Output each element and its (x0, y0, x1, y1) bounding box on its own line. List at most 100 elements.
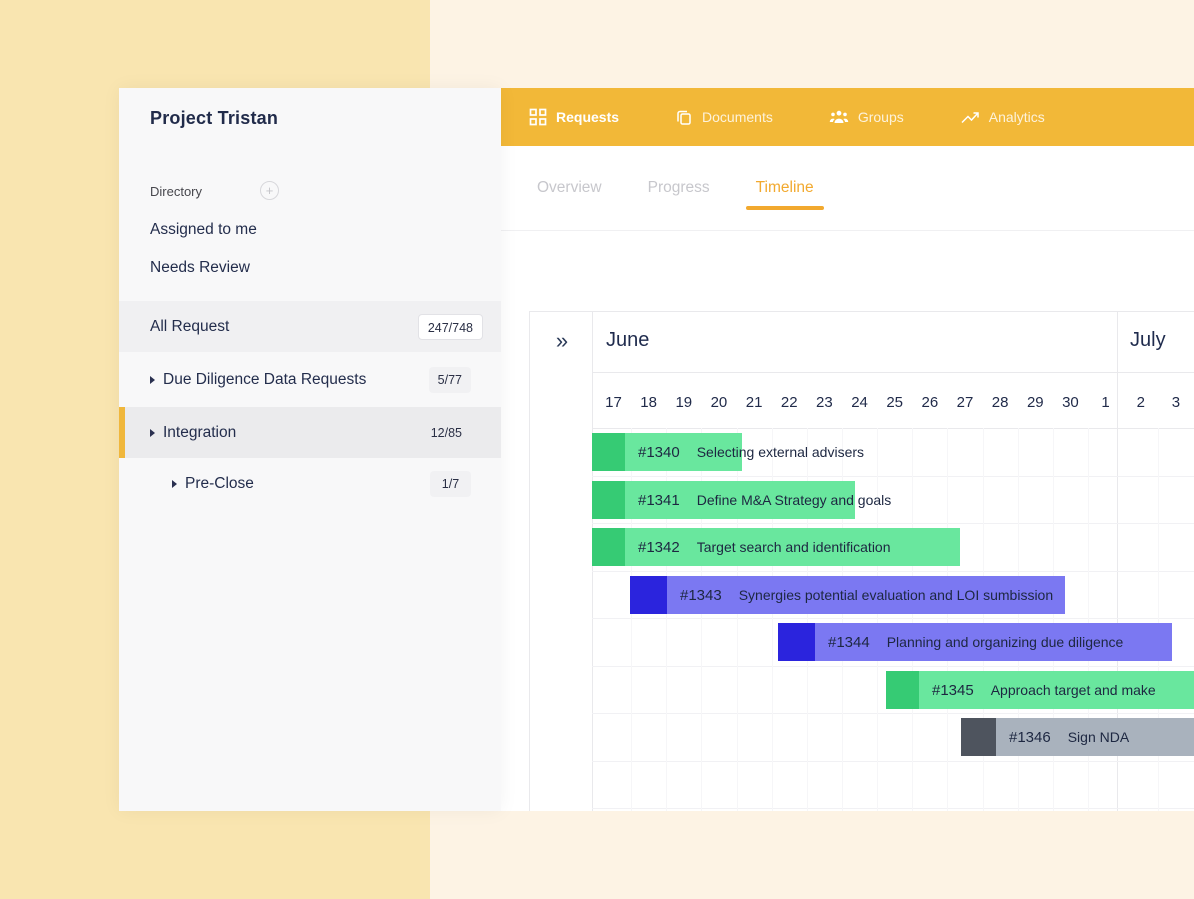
gantt-bar-1344[interactable]: #1344 Planning and organizing due diligen… (778, 623, 1172, 661)
day-label: 2 (1136, 394, 1145, 411)
tab-label: Overview (537, 179, 602, 196)
task-id: #1341 (638, 491, 680, 509)
day-label: 18 (640, 394, 657, 411)
tab-timeline[interactable]: Timeline (745, 146, 824, 230)
sidebar-item-needs-review[interactable]: Needs Review (150, 259, 250, 276)
row-divider (592, 666, 1194, 667)
tabs-divider (501, 230, 1194, 231)
documents-icon (675, 108, 693, 126)
main-content: Overview Progress Timeline » June July 17 18 19… (501, 146, 1194, 811)
task-label: Define M&A Strategy and goals (696, 492, 892, 508)
chevron-right-icon (172, 480, 177, 488)
plus-icon: + (265, 182, 274, 198)
nav-item-label: Groups (857, 109, 904, 125)
project-sidebar: Project Tristan Directory + Assigned to … (119, 88, 501, 811)
day-label: 24 (851, 394, 868, 411)
gantt-bar-1345[interactable]: #1345 Approach target and make (886, 671, 1194, 709)
day-column-divider (772, 428, 773, 811)
tab-label: Timeline (755, 179, 814, 196)
gantt-bar-1341[interactable]: #1341 Define M&A Strategy and goals (592, 481, 891, 519)
count-badge: 12/85 (430, 425, 462, 440)
day-label: 22 (780, 394, 798, 411)
gantt-bar-1346[interactable]: #1346 Sign NDA (961, 718, 1194, 756)
grid-icon (529, 108, 547, 126)
top-navigation: Requests Documents Groups Analytics (501, 88, 1194, 146)
day-column-divider (983, 428, 984, 811)
directory-label: Directory (150, 184, 203, 199)
sidebar-item-all-request[interactable]: All Request 247/748 (119, 301, 501, 352)
nav-item-requests[interactable]: Requests (529, 108, 619, 126)
row-divider (592, 713, 1194, 714)
sidebar-item-integration[interactable]: Integration 12/85 (119, 407, 501, 458)
task-label: Synergies potential evaluation and LOI s… (738, 587, 1054, 603)
month-label-july: July (1130, 329, 1166, 351)
task-label: Approach target and make (990, 682, 1156, 698)
day-label: 25 (886, 394, 904, 411)
nav-item-groups[interactable]: Groups (829, 109, 904, 125)
view-tabs: Overview Progress Timeline (535, 146, 824, 230)
day-label: 26 (921, 394, 939, 411)
task-id: #1342 (638, 538, 680, 556)
sidebar-item-label: Due Diligence Data Requests (163, 370, 367, 388)
gantt-bar-progress (886, 671, 919, 709)
day-row-border (592, 428, 1194, 429)
grid-top-border (529, 311, 1194, 312)
chevron-right-icon (150, 375, 155, 384)
task-id: #1344 (828, 633, 870, 651)
day-column-divider (701, 428, 702, 811)
month-label-june: June (606, 329, 650, 351)
collapse-panel-button[interactable]: » (547, 326, 577, 356)
day-column-divider (666, 428, 667, 811)
tab-overview[interactable]: Overview (535, 146, 604, 230)
sidebar-item-label: Pre-Close (185, 475, 254, 492)
task-id: #1343 (680, 586, 722, 604)
row-divider (592, 761, 1194, 762)
gantt-bar-1342[interactable]: #1342 Target search and identification (592, 528, 960, 566)
task-id: #1346 (1009, 728, 1051, 746)
nav-item-label: Analytics (988, 109, 1045, 125)
task-label: Planning and organizing due diligence (886, 634, 1124, 650)
chevron-right-icon (150, 428, 155, 437)
nav-item-analytics[interactable]: Analytics (960, 109, 1045, 125)
day-label: 28 (991, 394, 1009, 411)
task-label: Target search and identification (696, 539, 891, 555)
day-label: 29 (1026, 394, 1044, 411)
day-label: 23 (816, 394, 833, 411)
count-badge: 247/748 (417, 313, 483, 340)
row-divider (592, 523, 1194, 524)
month-row-border (592, 372, 1194, 373)
tab-progress[interactable]: Progress (646, 146, 712, 230)
gantt-bar-1343[interactable]: #1343 Synergies potential evaluation and … (630, 576, 1065, 614)
add-directory-button[interactable]: + (260, 181, 279, 200)
day-column-divider (1158, 428, 1159, 811)
project-title: Project Tristan (150, 108, 279, 128)
month-divider-july (1117, 311, 1118, 811)
sidebar-item-label: All Request (150, 317, 230, 335)
day-label: 21 (745, 394, 763, 411)
row-divider (592, 476, 1194, 477)
tab-label: Progress (647, 179, 710, 196)
gantt-bar-1340[interactable]: #1340 Selecting external advisers (592, 433, 864, 471)
sidebar-item-assigned-to-me[interactable]: Assigned to me (150, 221, 257, 238)
day-label: 19 (675, 394, 693, 411)
day-label: 30 (1062, 394, 1079, 411)
active-accent-bar (119, 407, 125, 458)
day-label: 3 (1171, 394, 1181, 411)
day-column-divider (807, 428, 808, 811)
gantt-bar-progress (630, 576, 667, 614)
task-id: #1345 (932, 681, 974, 699)
nav-item-label: Requests (556, 109, 620, 125)
day-column-divider (1053, 428, 1054, 811)
gantt-bar-progress (592, 528, 625, 566)
count-badge: 1/7 (430, 471, 471, 497)
day-label: 27 (956, 394, 974, 411)
nav-item-label: Documents (702, 109, 773, 125)
sidebar-item-pre-close[interactable]: Pre-Close 1/7 (119, 458, 501, 510)
gantt-bar-progress (961, 718, 996, 756)
sidebar-item-due-diligence-data-requests[interactable]: Due Diligence Data Requests 5/77 (119, 352, 501, 407)
day-column-divider (737, 428, 738, 811)
day-label: 17 (605, 394, 622, 411)
row-divider (592, 571, 1194, 572)
nav-item-documents[interactable]: Documents (675, 108, 773, 126)
